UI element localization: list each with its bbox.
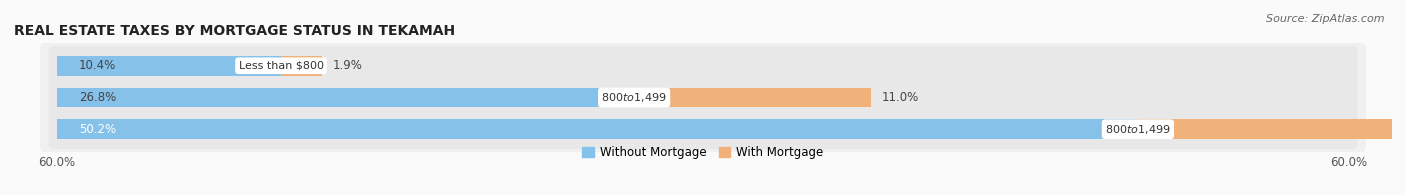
- Text: 10.4%: 10.4%: [79, 59, 115, 72]
- Text: 26.8%: 26.8%: [79, 91, 115, 104]
- FancyBboxPatch shape: [39, 105, 1367, 153]
- Text: $800 to $1,499: $800 to $1,499: [1105, 123, 1171, 136]
- Text: 50.2%: 50.2%: [79, 123, 115, 136]
- FancyBboxPatch shape: [48, 110, 1358, 149]
- Text: 11.0%: 11.0%: [882, 91, 920, 104]
- Bar: [1137, 119, 1406, 139]
- FancyBboxPatch shape: [39, 42, 1367, 90]
- FancyBboxPatch shape: [48, 78, 1358, 117]
- Bar: [634, 88, 870, 107]
- Text: Less than $800: Less than $800: [239, 61, 323, 71]
- Bar: [58, 119, 1137, 139]
- Bar: [58, 56, 281, 76]
- Text: REAL ESTATE TAXES BY MORTGAGE STATUS IN TEKAMAH: REAL ESTATE TAXES BY MORTGAGE STATUS IN …: [14, 24, 456, 38]
- Text: Source: ZipAtlas.com: Source: ZipAtlas.com: [1267, 14, 1385, 24]
- Bar: [281, 56, 322, 76]
- Text: $800 to $1,499: $800 to $1,499: [602, 91, 666, 104]
- Text: 1.9%: 1.9%: [333, 59, 363, 72]
- Bar: [58, 88, 634, 107]
- FancyBboxPatch shape: [39, 73, 1367, 122]
- Legend: Without Mortgage, With Mortgage: Without Mortgage, With Mortgage: [582, 146, 824, 159]
- FancyBboxPatch shape: [48, 46, 1358, 85]
